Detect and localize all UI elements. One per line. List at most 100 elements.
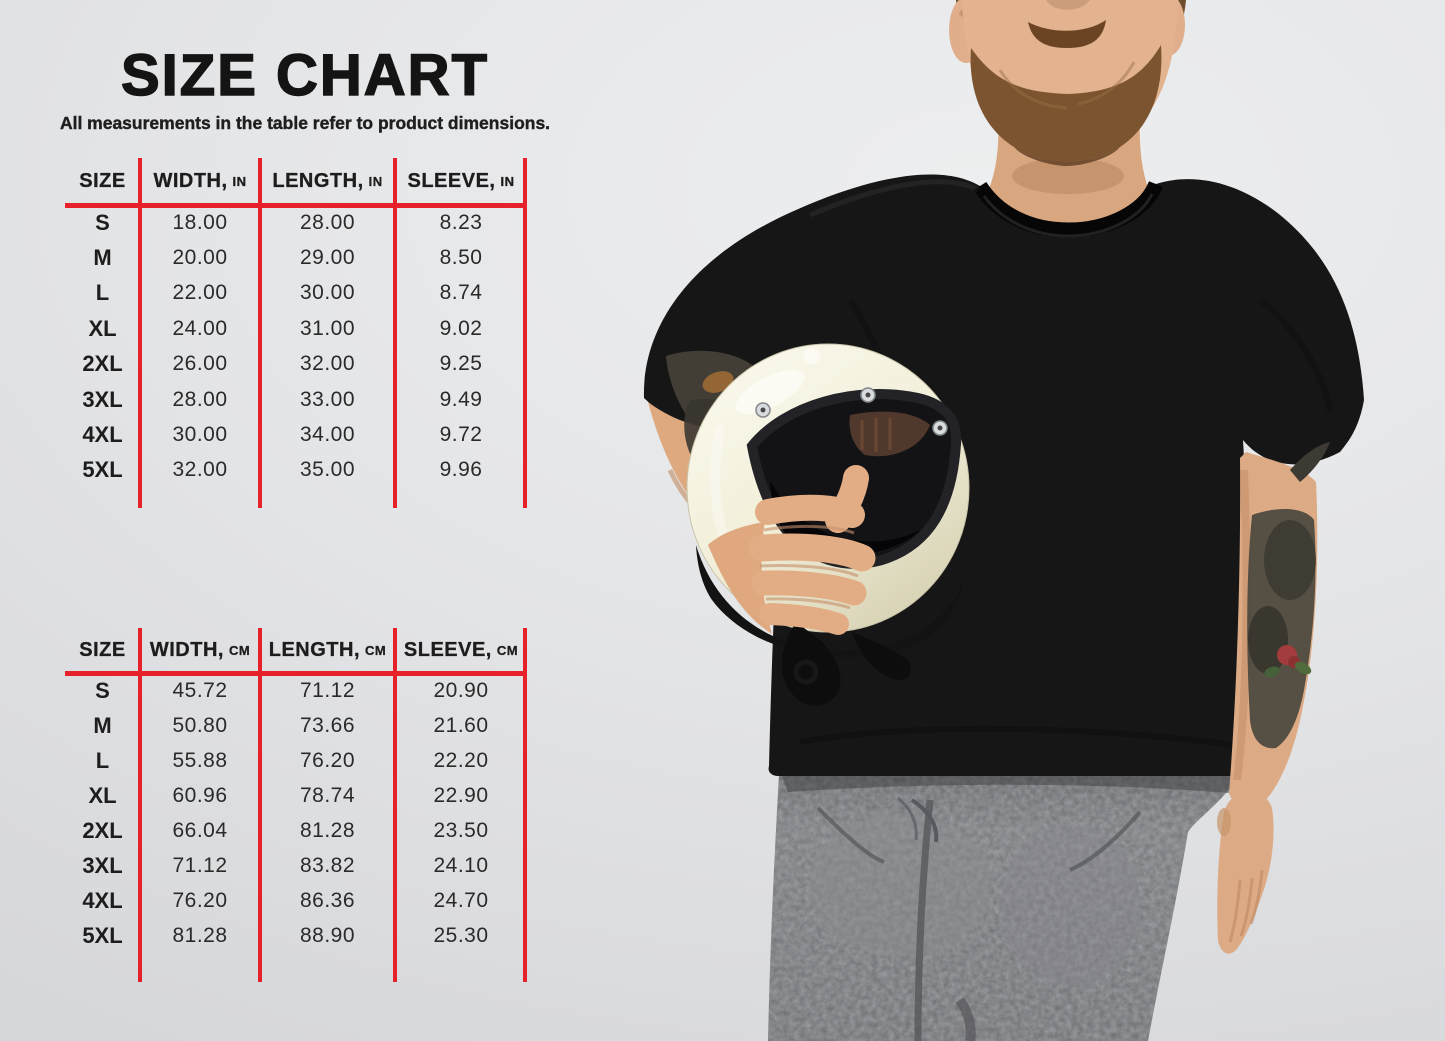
- cell-sleeve: 22.90: [433, 783, 489, 807]
- helmet-snaps: [755, 387, 948, 436]
- header-unit: CM: [496, 643, 519, 658]
- cell-width: 81.28: [172, 923, 228, 947]
- cell-sleeve: 8.74: [439, 281, 483, 305]
- cell-sleeve: 25.30: [433, 923, 489, 947]
- model-photo: [643, 0, 1364, 1041]
- model-jeans: [768, 758, 1250, 1041]
- table-line: [523, 158, 527, 508]
- table-line: [138, 158, 142, 508]
- cell-size: M: [93, 712, 112, 738]
- header-unit: IN: [500, 174, 515, 189]
- column-header-length: LENGTH, CM: [260, 628, 395, 673]
- cell-sleeve: 21.60: [433, 713, 489, 737]
- cell-size: XL: [88, 782, 117, 808]
- cell-size: 2XL: [82, 817, 123, 843]
- header-label: SLEEVE,: [403, 639, 492, 661]
- cell-sleeve: 20.90: [433, 678, 489, 702]
- cell-length: 86.36: [299, 888, 356, 912]
- header-label: SIZE: [79, 170, 126, 192]
- header-unit: IN: [232, 174, 247, 189]
- cell-length: 34.00: [299, 423, 356, 447]
- column-header-size: SIZE: [65, 158, 140, 205]
- cell-width: 28.00: [172, 387, 228, 411]
- model-right-hand: [708, 465, 876, 635]
- cell-length: 71.12: [299, 678, 356, 702]
- size-table-inches: SIZE WIDTH, IN LENGTH, IN SLEEVE, IN S 18.0…: [65, 158, 527, 508]
- header-unit: CM: [365, 643, 387, 658]
- cell-size: 4XL: [82, 887, 123, 913]
- column-header-length: LENGTH, IN: [260, 158, 395, 205]
- cell-width: 71.12: [172, 853, 228, 877]
- cell-length: 83.82: [299, 853, 356, 877]
- cell-length: 31.00: [299, 316, 356, 340]
- cell-length: 78.74: [299, 783, 356, 807]
- cell-width: 60.96: [172, 783, 228, 807]
- cell-width: 45.72: [172, 678, 228, 702]
- cell-length: 33.00: [299, 387, 356, 411]
- cell-width: 26.00: [172, 352, 228, 376]
- header-label: SLEEVE,: [407, 170, 496, 192]
- cell-width: 30.00: [172, 423, 228, 447]
- cell-length: 28.00: [299, 210, 356, 234]
- column-header-width: WIDTH, IN: [140, 158, 260, 205]
- table-line: [523, 628, 527, 982]
- table-line: [138, 628, 142, 982]
- table-line: [65, 671, 527, 676]
- cell-width: 50.80: [172, 713, 228, 737]
- cell-sleeve: 8.23: [439, 210, 483, 234]
- cell-width: 24.00: [172, 316, 228, 340]
- header-label: WIDTH,: [153, 170, 228, 192]
- column-header-width: WIDTH, CM: [140, 628, 260, 673]
- cell-sleeve: 9.96: [439, 458, 483, 482]
- cell-sleeve: 24.70: [433, 888, 489, 912]
- header-unit: CM: [228, 643, 251, 658]
- cell-width: 20.00: [172, 246, 228, 270]
- column-header-size: SIZE: [65, 628, 140, 673]
- cell-width: 66.04: [172, 818, 228, 842]
- cell-sleeve: 23.50: [433, 818, 489, 842]
- cell-length: 81.28: [299, 818, 356, 842]
- table-line: [393, 158, 397, 508]
- cell-length: 73.66: [299, 713, 356, 737]
- table-line: [258, 628, 262, 982]
- page-subtitle: All measurements in the table refer to p…: [59, 113, 551, 133]
- cell-size: 5XL: [82, 457, 123, 483]
- cell-width: 76.20: [172, 888, 228, 912]
- column-header-sleeve: SLEEVE, IN: [395, 158, 527, 205]
- column-header-sleeve: SLEEVE, CM: [395, 628, 527, 673]
- table-line: [65, 203, 527, 208]
- header-label: WIDTH,: [149, 639, 224, 661]
- cell-length: 88.90: [299, 923, 356, 947]
- cell-size: 5XL: [82, 922, 123, 948]
- cell-length: 30.00: [299, 281, 356, 305]
- cell-size: S: [95, 677, 110, 703]
- model-left-arm: [1217, 442, 1330, 954]
- table-line: [258, 158, 262, 508]
- model-head: [949, 0, 1186, 232]
- cell-sleeve: 9.49: [439, 387, 483, 411]
- cell-sleeve: 22.20: [433, 748, 489, 772]
- cell-size: S: [95, 209, 110, 235]
- cell-size: 3XL: [82, 852, 123, 878]
- table-line: [393, 628, 397, 982]
- cell-sleeve: 24.10: [433, 853, 489, 877]
- cell-length: 35.00: [299, 458, 356, 482]
- cell-width: 18.00: [172, 210, 228, 234]
- cell-sleeve: 9.02: [439, 316, 483, 340]
- cell-sleeve: 9.25: [439, 352, 483, 376]
- cell-size: L: [95, 280, 110, 306]
- cell-length: 32.00: [299, 352, 356, 376]
- header-label: SIZE: [79, 639, 126, 661]
- left-arm-tattoo: [1247, 442, 1330, 749]
- cell-size: XL: [88, 315, 117, 341]
- cell-size: 4XL: [82, 422, 123, 448]
- cell-size: L: [95, 747, 110, 773]
- cell-sleeve: 8.50: [439, 246, 483, 270]
- cell-size: 3XL: [82, 386, 123, 412]
- header-label: LENGTH,: [272, 170, 364, 192]
- page-title: SIZE CHART: [120, 42, 489, 109]
- cell-length: 76.20: [299, 748, 356, 772]
- helmet-strap: [781, 622, 911, 706]
- header-unit: IN: [368, 174, 383, 189]
